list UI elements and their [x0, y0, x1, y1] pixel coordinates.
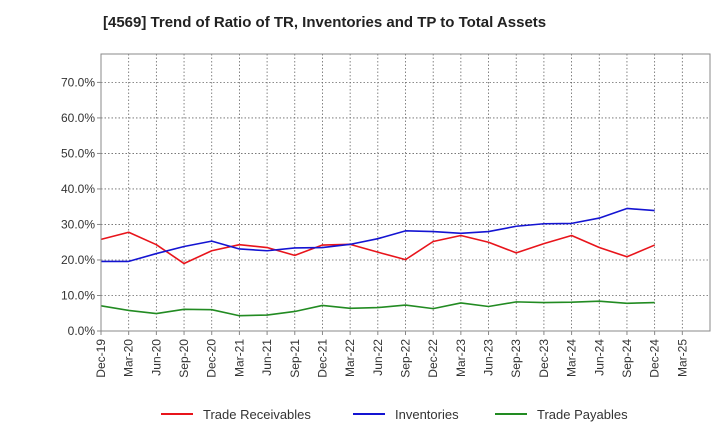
y-tick-label: 20.0% — [61, 253, 95, 267]
series-line-inventories — [101, 207, 655, 263]
series-layer — [100, 207, 655, 317]
x-tick-label: Sep-24 — [620, 339, 634, 378]
series-line-trade-payables — [100, 300, 655, 317]
legend-label-inventories: Inventories — [395, 407, 459, 422]
x-tick-label: Jun-22 — [371, 339, 385, 376]
x-tick-label: Dec-22 — [426, 339, 440, 378]
x-axis: Dec-19 Mar-20 Jun-20 Sep-20 Dec-20 Mar-21 Jun-… — [94, 331, 689, 378]
y-tick-label: 0.0% — [68, 324, 96, 338]
x-tick-label: Dec-23 — [537, 339, 551, 378]
x-tick-label: Dec-21 — [315, 339, 329, 378]
x-tick-label: Jun-24 — [592, 339, 606, 376]
x-tick-label: Dec-24 — [648, 339, 662, 378]
legend: Trade Receivables Inventories Trade Payabl… — [161, 407, 628, 422]
y-tick-label: 70.0% — [61, 75, 95, 89]
chart-title: [4569] Trend of Ratio of TR, Inventories… — [103, 14, 547, 31]
x-tick-label: Mar-23 — [454, 339, 468, 377]
y-tick-label: 50.0% — [61, 146, 95, 160]
y-tick-label: 30.0% — [61, 217, 95, 231]
series-line-trade-receivables — [100, 231, 655, 265]
y-axis: 0.0% 10.0% 20.0% 30.0% 40.0% 50.0% 60.0% 70.0% — [61, 75, 101, 338]
x-tick-label: Mar-24 — [565, 339, 579, 377]
y-tick-label: 10.0% — [61, 288, 95, 302]
x-tick-label: Sep-20 — [177, 339, 191, 378]
x-tick-label: Dec-20 — [205, 339, 219, 378]
x-tick-label: Mar-22 — [343, 339, 357, 377]
x-tick-label: Mar-21 — [232, 339, 246, 377]
grid-lines — [101, 54, 710, 331]
x-tick-label: Mar-20 — [122, 339, 136, 377]
x-tick-label: Sep-21 — [288, 339, 302, 378]
x-tick-label: Sep-22 — [399, 339, 413, 378]
x-tick-label: Jun-21 — [260, 339, 274, 376]
legend-label-trade-receivables: Trade Receivables — [203, 407, 311, 422]
x-tick-label: Jun-20 — [149, 339, 163, 376]
y-tick-label: 60.0% — [61, 111, 95, 125]
x-tick-label: Sep-23 — [509, 339, 523, 378]
legend-label-trade-payables: Trade Payables — [537, 407, 628, 422]
x-tick-label: Dec-19 — [94, 339, 108, 378]
x-tick-label: Jun-23 — [482, 339, 496, 376]
y-tick-label: 40.0% — [61, 182, 95, 196]
x-tick-label: Mar-25 — [675, 339, 689, 377]
